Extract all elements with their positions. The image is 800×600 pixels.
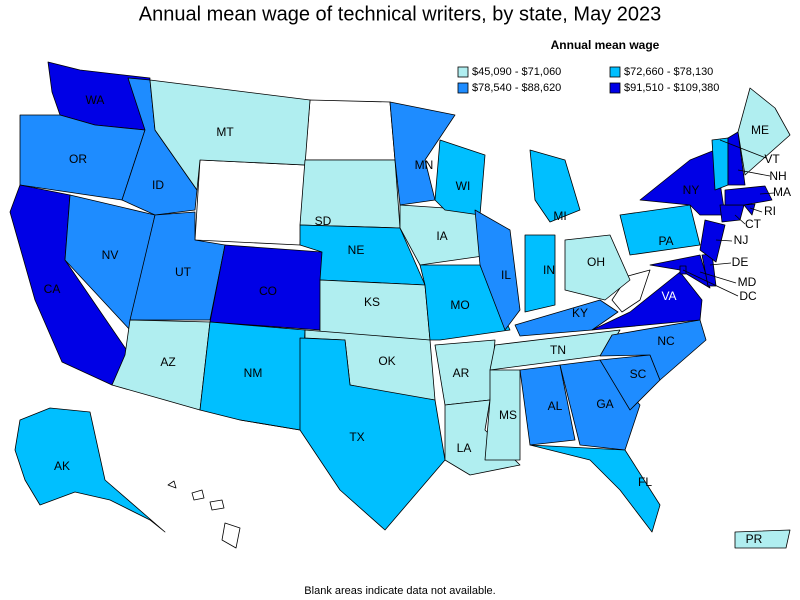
state-label: AK bbox=[54, 459, 70, 473]
state-label: TX bbox=[349, 430, 364, 444]
state-label: NV bbox=[102, 248, 119, 262]
state bbox=[737, 87, 791, 176]
legend-swatch bbox=[457, 66, 469, 78]
state bbox=[734, 529, 791, 549]
state bbox=[699, 219, 726, 263]
legend-label: $91,510 - $109,380 bbox=[624, 82, 719, 94]
state-label: UT bbox=[175, 265, 192, 279]
state bbox=[474, 209, 521, 331]
state bbox=[724, 185, 773, 206]
state-label: NC bbox=[657, 334, 675, 348]
state-label: AL bbox=[548, 399, 563, 413]
state-label: IL bbox=[501, 268, 511, 282]
legend-swatch bbox=[609, 66, 621, 78]
state-blank bbox=[221, 522, 241, 549]
state-label: GA bbox=[596, 397, 613, 411]
state-label: AR bbox=[453, 366, 470, 380]
state-label: FL bbox=[638, 475, 652, 489]
state-label: CA bbox=[44, 282, 61, 296]
state-label: OR bbox=[69, 152, 87, 166]
state bbox=[14, 407, 166, 533]
state-label: IA bbox=[436, 229, 447, 243]
state-label: MD bbox=[738, 275, 757, 289]
state-label: MO bbox=[450, 298, 469, 312]
state-label: RI bbox=[764, 204, 776, 218]
state-label: NH bbox=[769, 169, 786, 183]
state-label: SD bbox=[315, 214, 332, 228]
state-label: NJ bbox=[734, 233, 749, 247]
state-label: NE bbox=[348, 243, 365, 257]
state-blank bbox=[167, 480, 177, 489]
state bbox=[484, 369, 521, 461]
state-label: ME bbox=[751, 123, 769, 137]
state bbox=[649, 254, 711, 289]
state-label: VT bbox=[764, 152, 780, 166]
state-label: AZ bbox=[160, 355, 175, 369]
state bbox=[599, 319, 707, 381]
footnote: Blank areas indicate data not available. bbox=[304, 585, 495, 597]
state-label: MA bbox=[773, 185, 791, 199]
state-label: TN bbox=[550, 343, 566, 357]
state bbox=[711, 137, 729, 191]
state-label: LA bbox=[457, 441, 472, 455]
state-label: OH bbox=[587, 255, 605, 269]
state bbox=[519, 364, 576, 446]
state-label: NY bbox=[683, 183, 700, 197]
state-label: MS bbox=[499, 408, 517, 422]
state-label: OK bbox=[378, 354, 395, 368]
state-label: MT bbox=[216, 125, 234, 139]
legend-swatch bbox=[457, 82, 469, 94]
state-blank bbox=[304, 99, 396, 161]
legend-swatch bbox=[609, 82, 621, 94]
leader-lines bbox=[682, 139, 775, 297]
state bbox=[514, 299, 619, 337]
legend-label: $78,540 - $88,620 bbox=[472, 82, 561, 94]
state bbox=[591, 271, 703, 331]
state-label: PR bbox=[746, 532, 763, 546]
state-label: SC bbox=[630, 367, 647, 381]
legend-title: Annual mean wage bbox=[551, 38, 660, 52]
legend-label: $45,090 - $71,060 bbox=[472, 66, 561, 78]
state bbox=[529, 149, 581, 223]
state-label: WI bbox=[456, 179, 471, 193]
state-label: PA bbox=[658, 234, 673, 248]
state-blank bbox=[194, 159, 306, 246]
state-label: WA bbox=[86, 93, 105, 107]
state-label: DC bbox=[739, 289, 757, 303]
state-label: MI bbox=[553, 209, 566, 223]
state-label: DE bbox=[732, 255, 749, 269]
state bbox=[239, 337, 446, 531]
state-label: KY bbox=[572, 306, 588, 320]
state-label: CT bbox=[745, 217, 762, 231]
state-blank bbox=[191, 489, 205, 501]
states bbox=[9, 61, 791, 549]
map-title: Annual mean wage of technical writers, b… bbox=[139, 3, 662, 25]
state-blank bbox=[209, 499, 225, 511]
state-label: IN bbox=[543, 263, 555, 277]
state-label: KS bbox=[364, 295, 380, 309]
state bbox=[564, 234, 631, 301]
legend: $45,090 - $71,060 $72,660 - $78,130 $78,54… bbox=[457, 66, 719, 94]
state bbox=[319, 279, 431, 341]
state-label: NM bbox=[244, 366, 263, 380]
state bbox=[529, 444, 661, 533]
state-label: ID bbox=[152, 178, 164, 192]
state-label: MN bbox=[415, 158, 434, 172]
state-label: CO bbox=[259, 284, 277, 298]
state-label: VA bbox=[661, 289, 676, 303]
state-labels: WA OR CA NV ID MT UT CO AZ NM SD NE KS OK TX MN IA MO AR LA… bbox=[44, 93, 791, 546]
state bbox=[149, 79, 311, 191]
legend-label: $72,660 - $78,130 bbox=[624, 66, 713, 78]
state bbox=[524, 234, 556, 313]
state bbox=[619, 204, 701, 256]
state bbox=[727, 131, 746, 186]
state bbox=[434, 139, 486, 216]
